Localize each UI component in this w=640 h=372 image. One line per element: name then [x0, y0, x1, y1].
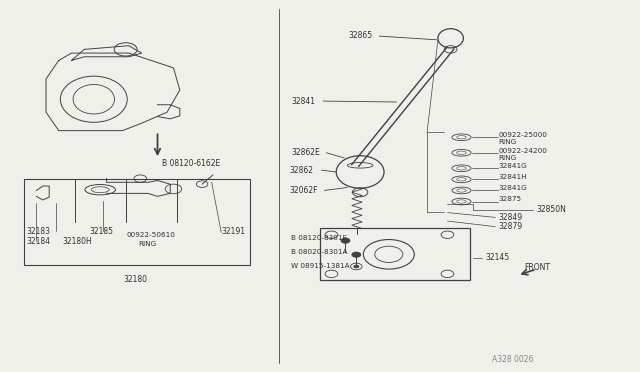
Bar [320, 228, 470, 280]
Text: 32865: 32865 [349, 31, 372, 40]
Text: 32180H: 32180H [62, 237, 92, 246]
Text: RING: RING [499, 140, 516, 145]
Text: 32862E: 32862E [291, 148, 320, 157]
Circle shape [352, 252, 361, 257]
Text: B 08120-8301E: B 08120-8301E [291, 235, 348, 241]
Text: 32841G: 32841G [499, 185, 527, 191]
Text: 32062F: 32062F [289, 186, 318, 195]
Text: FRONT: FRONT [524, 263, 550, 272]
Text: RING: RING [499, 155, 516, 161]
Text: 32185: 32185 [90, 227, 113, 235]
Text: 32184: 32184 [27, 237, 51, 246]
Text: 32191: 32191 [221, 227, 245, 235]
Bar [24, 179, 250, 265]
Text: B 08120-6162E: B 08120-6162E [162, 158, 220, 168]
Text: 32862: 32862 [289, 166, 314, 174]
Text: 00922-25000: 00922-25000 [499, 132, 547, 138]
Text: W 08915-1381A: W 08915-1381A [291, 263, 350, 269]
Circle shape [341, 238, 350, 243]
Text: 32145: 32145 [486, 253, 510, 263]
Text: 32183: 32183 [27, 227, 51, 236]
Text: 32841: 32841 [291, 97, 316, 106]
Text: 32180: 32180 [124, 275, 147, 283]
Text: 32849: 32849 [499, 213, 522, 222]
Text: 32850N: 32850N [537, 205, 566, 215]
Text: 00922-50610: 00922-50610 [127, 232, 176, 238]
Text: RING: RING [138, 241, 157, 247]
Text: 32879: 32879 [499, 222, 522, 231]
Text: 00922-24200: 00922-24200 [499, 148, 547, 154]
Text: 32841G: 32841G [499, 163, 527, 169]
Text: 32841H: 32841H [499, 174, 527, 180]
Text: B 08020-8301A: B 08020-8301A [291, 250, 348, 256]
Circle shape [354, 265, 359, 268]
Text: 32875: 32875 [499, 196, 522, 202]
Text: A328 0026: A328 0026 [492, 355, 533, 364]
